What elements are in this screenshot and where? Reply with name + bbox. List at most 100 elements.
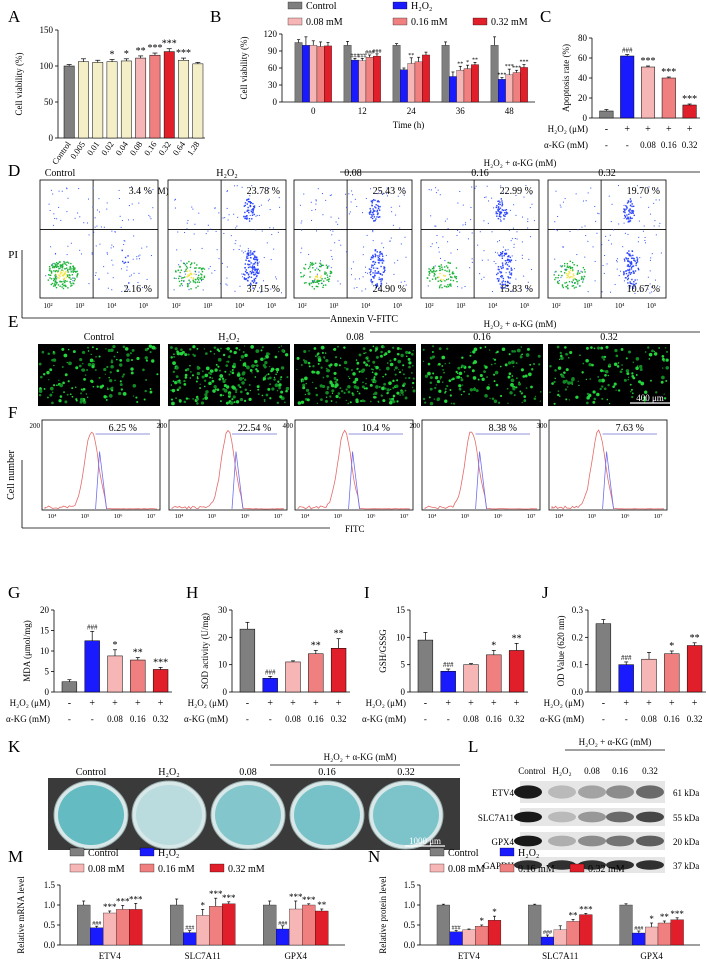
data-point <box>246 210 248 212</box>
cell <box>643 398 647 402</box>
panel-label: N <box>368 847 380 866</box>
data-point <box>184 263 186 265</box>
data-point <box>441 286 443 289</box>
y-axis-label: Relative protein level <box>378 876 388 954</box>
cell <box>373 395 376 399</box>
cell <box>361 368 366 372</box>
cell <box>145 359 148 362</box>
y-tick-label: 0.2 <box>572 632 583 642</box>
cell <box>475 389 479 393</box>
data-point <box>70 269 72 271</box>
data-point <box>510 259 512 261</box>
cell <box>130 371 134 375</box>
cell <box>145 379 147 381</box>
y-tick-label: 90 <box>268 46 278 56</box>
data-point <box>635 282 637 285</box>
cell <box>248 384 251 386</box>
y-tick-label: 5 <box>45 667 50 677</box>
bar <box>77 904 91 946</box>
cell <box>329 395 332 398</box>
cell <box>620 347 624 351</box>
data-point <box>559 265 561 267</box>
cell <box>446 384 449 388</box>
data-point <box>566 266 568 268</box>
data-point <box>373 277 375 279</box>
data-point <box>375 286 377 289</box>
data-point <box>581 271 583 273</box>
data-point <box>502 246 504 248</box>
data-point <box>624 211 626 214</box>
data-point <box>497 203 499 205</box>
cell <box>534 395 537 398</box>
data-point <box>194 282 197 284</box>
cell <box>80 392 83 395</box>
data-point <box>381 242 383 244</box>
data-point <box>381 258 384 260</box>
data-point <box>186 270 188 273</box>
data-point <box>239 245 241 247</box>
kda-label: 20 kDa <box>673 837 699 847</box>
cell <box>559 395 561 397</box>
data-point <box>576 264 579 267</box>
cell <box>262 363 266 367</box>
data-point <box>241 186 243 188</box>
cell <box>486 376 488 378</box>
cell <box>373 376 376 379</box>
data-point <box>382 260 385 262</box>
data-point <box>486 185 488 187</box>
data-point <box>69 281 71 283</box>
data-point <box>208 268 210 270</box>
data-point <box>55 283 57 285</box>
cell <box>411 353 414 356</box>
data-point <box>201 268 203 271</box>
cell <box>382 375 384 378</box>
significance-mark: * <box>110 50 115 61</box>
x-tick-label: 10⁵ <box>139 302 149 310</box>
data-point <box>50 278 53 280</box>
cell <box>402 394 404 396</box>
data-point <box>356 286 358 288</box>
significance-mark: *** <box>222 893 236 903</box>
cell <box>615 354 619 358</box>
data-point <box>444 260 446 262</box>
data-point <box>316 230 318 232</box>
cell <box>434 376 439 380</box>
cell <box>337 345 340 348</box>
data-point <box>255 282 257 285</box>
cell <box>311 381 314 384</box>
cell <box>629 383 632 386</box>
quadrant-percent: 19.70 % <box>627 186 660 197</box>
data-point <box>51 264 53 267</box>
quadrant-percent: 3.4 % <box>129 186 152 197</box>
data-point <box>234 243 236 245</box>
data-point <box>138 189 140 191</box>
data-point <box>379 190 381 192</box>
data-point <box>365 288 367 290</box>
data-point <box>627 216 629 218</box>
data-point <box>499 218 501 220</box>
data-point <box>605 235 607 237</box>
data-point <box>55 269 57 272</box>
data-point <box>371 281 374 283</box>
data-point <box>582 278 585 280</box>
cell <box>567 381 571 385</box>
cell <box>658 347 660 349</box>
data-point <box>329 229 331 231</box>
data-point <box>394 262 396 264</box>
bar <box>302 45 310 103</box>
data-point <box>638 236 640 238</box>
data-point <box>315 285 317 288</box>
data-point <box>369 211 371 213</box>
significance-mark: ### <box>92 921 101 927</box>
fluorescence-cells <box>549 345 669 405</box>
cell <box>225 378 227 381</box>
data-point <box>377 207 380 210</box>
data-point <box>132 258 134 260</box>
cell <box>280 390 284 394</box>
data-point <box>110 247 112 249</box>
cell <box>112 344 116 349</box>
data-point <box>55 278 58 280</box>
row-label: H₂O₂ (μM) <box>188 698 228 708</box>
cell <box>149 388 152 390</box>
cell <box>68 361 72 366</box>
